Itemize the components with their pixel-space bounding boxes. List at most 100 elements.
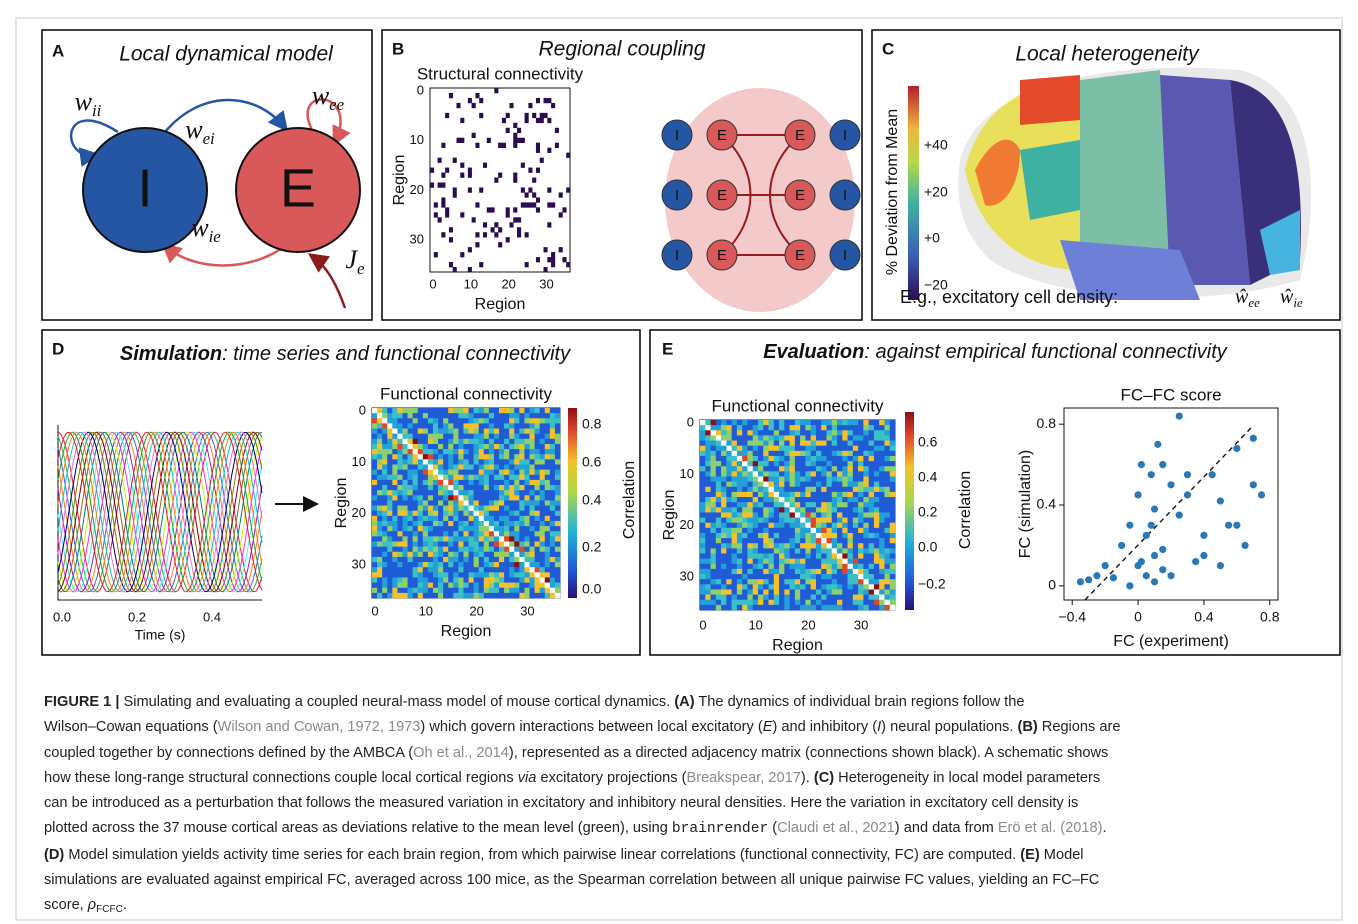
matrix-cell (524, 439, 529, 444)
matrix-cell (811, 605, 817, 610)
weight-label: wee (312, 81, 345, 114)
matrix-cell (433, 593, 438, 598)
matrix-cell (716, 528, 722, 533)
matrix-cell (382, 475, 387, 480)
matrix-cell (387, 547, 392, 552)
matrix-cell (869, 420, 875, 425)
matrix-cell (869, 435, 875, 440)
matrix-cell (489, 521, 494, 526)
matrix-cell (504, 485, 509, 490)
matrix-cell (408, 511, 413, 516)
matrix-cell (504, 552, 509, 557)
matrix-cell (428, 562, 433, 567)
panel-title-bold: Evaluation (763, 341, 864, 363)
matrix-cell (853, 559, 859, 564)
matrix-cell (387, 526, 392, 531)
matrix-cell (784, 543, 790, 548)
matrix-cell (458, 434, 463, 439)
matrix-cell (423, 536, 428, 541)
panel-letter: C (882, 39, 894, 58)
matrix-cell (721, 482, 727, 487)
matrix-cell (514, 449, 519, 454)
matrix-cell (890, 533, 896, 538)
matrix-cell (413, 429, 418, 434)
matrix-cell (742, 569, 748, 574)
matrix-cell (705, 533, 711, 538)
matrix-cell (853, 420, 859, 425)
matrix-cell (418, 511, 423, 516)
matrix-cell (372, 572, 377, 577)
point (1138, 461, 1145, 468)
matrix-cell (545, 418, 550, 423)
matrix-cell (506, 128, 510, 133)
matrix-cell (377, 408, 382, 413)
colorbar-label: Correlation (621, 461, 638, 539)
matrix-cell (858, 430, 864, 435)
matrix-cell (795, 420, 801, 425)
matrix-cell (842, 471, 848, 476)
matrix-cell (858, 589, 864, 594)
matrix-cell (469, 408, 474, 413)
matrix-cell (763, 574, 769, 579)
matrix-cell (372, 434, 377, 439)
matrix-cell (805, 420, 811, 425)
matrix-cell (397, 470, 402, 475)
matrix-cell (863, 569, 869, 574)
matrix-cell (545, 567, 550, 572)
matrix-cell (484, 449, 489, 454)
matrix-cell (545, 444, 550, 449)
matrix-cell (456, 138, 460, 143)
matrix-cell (423, 516, 428, 521)
matrix-cell (433, 444, 438, 449)
matrix-cell (869, 430, 875, 435)
matrix-cell (837, 559, 843, 564)
matrix-cell (879, 559, 885, 564)
matrix-cell (372, 418, 377, 423)
matrix-cell (732, 559, 738, 564)
matrix-cell (514, 418, 519, 423)
matrix-cell (784, 559, 790, 564)
matrix-cell (530, 413, 535, 418)
matrix-cell (837, 600, 843, 605)
matrix-cell (863, 425, 869, 430)
matrix-cell (805, 569, 811, 574)
matrix-cell (550, 557, 555, 562)
matrix-cell (832, 451, 838, 456)
matrix-cell (494, 583, 499, 588)
caption-text: Model (1040, 847, 1084, 863)
matrix-cell (884, 461, 890, 466)
matrix-cell (547, 118, 551, 123)
matrix-cell (392, 434, 397, 439)
matrix-cell (494, 526, 499, 531)
caption-text: brainrender (672, 821, 768, 837)
matrix-cell (711, 430, 717, 435)
matrix-cell (453, 444, 458, 449)
matrix-cell (535, 511, 540, 516)
matrix-cell (525, 262, 529, 267)
matrix-cell (402, 506, 407, 511)
matrix-cell (805, 492, 811, 497)
matrix-cell (711, 605, 717, 610)
matrix-cell (816, 487, 822, 492)
matrix-cell (509, 495, 514, 500)
matrix-cell (869, 507, 875, 512)
matrix-cell (494, 222, 498, 227)
matrix-cell (816, 548, 822, 553)
matrix-cell (402, 531, 407, 536)
matrix-cell (519, 434, 524, 439)
matrix-cell (479, 506, 484, 511)
matrix-cell (763, 564, 769, 569)
matrix-cell (716, 456, 722, 461)
matrix-cell (474, 449, 479, 454)
matrix-cell (540, 526, 545, 531)
matrix-cell (562, 257, 566, 262)
matrix-cell (387, 449, 392, 454)
matrix-cell (858, 466, 864, 471)
matrix-cell (711, 487, 717, 492)
matrix-cell (821, 461, 827, 466)
matrix-cell (555, 521, 560, 526)
matrix-cell (721, 533, 727, 538)
matrix-cell (387, 521, 392, 526)
matrix-cell (837, 605, 843, 610)
matrix-cell (453, 500, 458, 505)
